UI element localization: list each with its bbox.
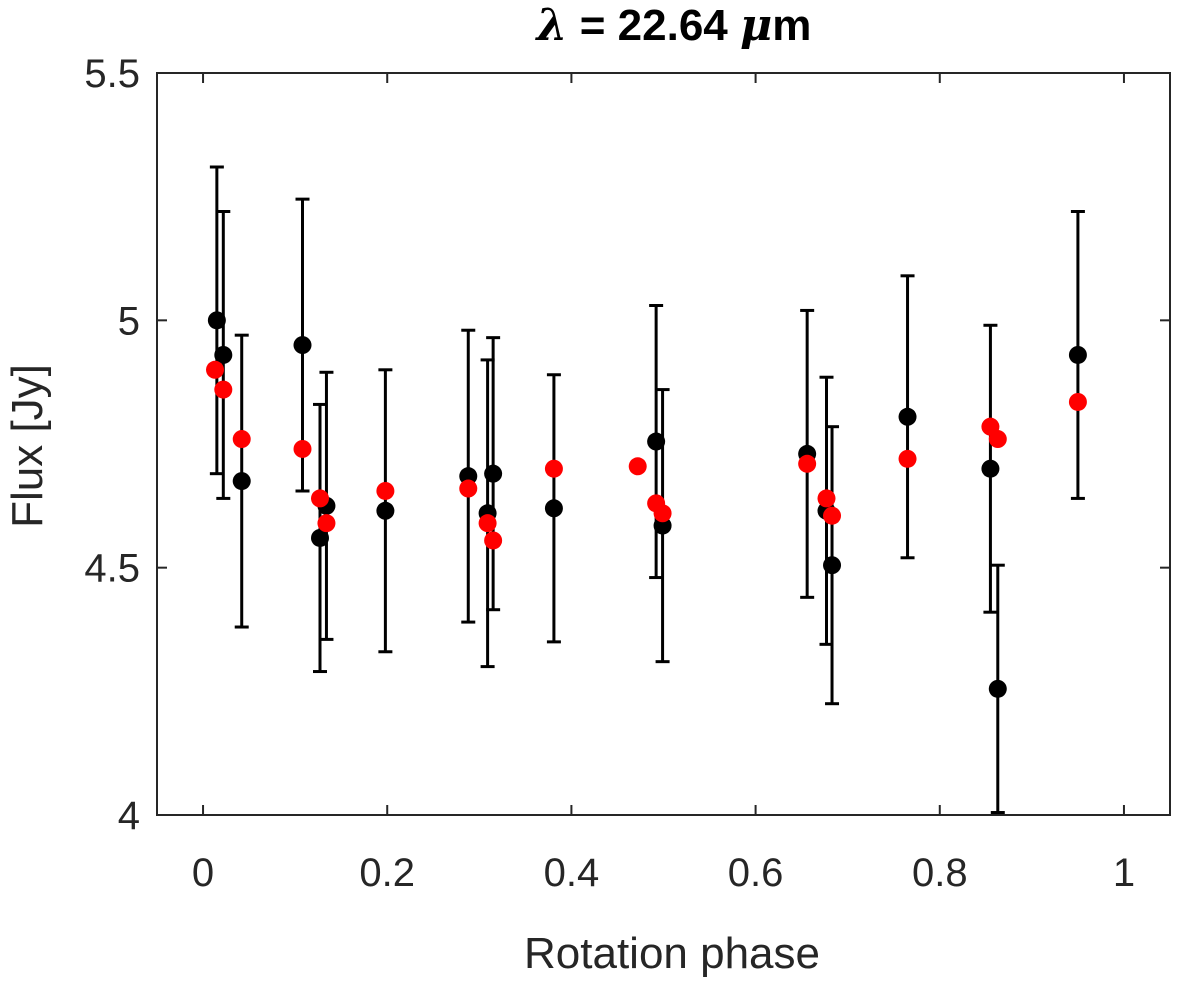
model-data-point [214,380,233,399]
model-data-point [823,506,842,525]
model-data-point [232,430,251,449]
y-axis-label: Flux [Jy] [3,364,52,528]
observed-data-point [647,432,666,451]
y-tick-label: 4 [118,794,140,838]
x-tick-label: 0.4 [544,851,600,895]
model-data-point [317,514,336,533]
model-data-point [478,514,497,533]
observed-data-point [653,516,672,535]
model-data-point [798,454,817,473]
model-data-point [898,449,917,468]
title-mu-symbol: μ [740,0,772,51]
observed-data-point [293,336,312,355]
observed-data-point [232,472,251,491]
observed-data-point [898,407,917,426]
x-axis-ticks: 0 0.2 0.4 0.6 0.8 1 [192,73,1135,895]
y-tick-label: 4.5 [84,547,140,591]
model-data-point [988,430,1007,449]
model-data-point [817,489,836,508]
title-value: = 22.64 [568,1,740,50]
x-tick-label: 0 [192,851,214,895]
x-tick-label: 0.6 [728,851,784,895]
model-data-point [484,531,503,550]
model-data-point [544,459,563,478]
model-data-point [1068,392,1087,411]
x-axis-label: Rotation phase [524,929,820,978]
y-axis-ticks: 4 4.5 5 5.5 [84,52,1170,838]
title-lambda-symbol: λ [535,0,568,51]
data-series [206,165,1087,815]
model-data-point [376,481,395,500]
x-tick-label: 0.2 [359,851,415,895]
y-tick-label: 5 [118,299,140,343]
x-tick-label: 1 [1113,851,1135,895]
model-data-point [628,457,647,476]
observed-data-point [988,679,1007,698]
model-data-point [653,504,672,523]
observed-data-point [311,528,330,547]
x-tick-label: 0.8 [912,851,968,895]
observed-data-point [544,499,563,518]
observed-data-point [214,345,233,364]
y-tick-label: 5.5 [84,52,140,96]
model-data-point [459,479,478,498]
series-model [206,360,1087,550]
model-data-point [206,360,225,379]
observed-data-point [981,459,1000,478]
observed-data-point [459,467,478,486]
axes-frame [156,72,1171,816]
chart-title: λ = 22.64 μm [535,0,812,51]
model-data-point [293,439,312,458]
observed-data-point [823,556,842,575]
observed-data-point [1068,345,1087,364]
observed-data-point [376,501,395,520]
series-observed [207,165,1087,815]
title-unit: m [772,1,811,50]
model-data-point [311,489,330,508]
observed-data-point [484,464,503,483]
observed-data-point [207,311,226,330]
plot-area-border [156,72,1171,816]
